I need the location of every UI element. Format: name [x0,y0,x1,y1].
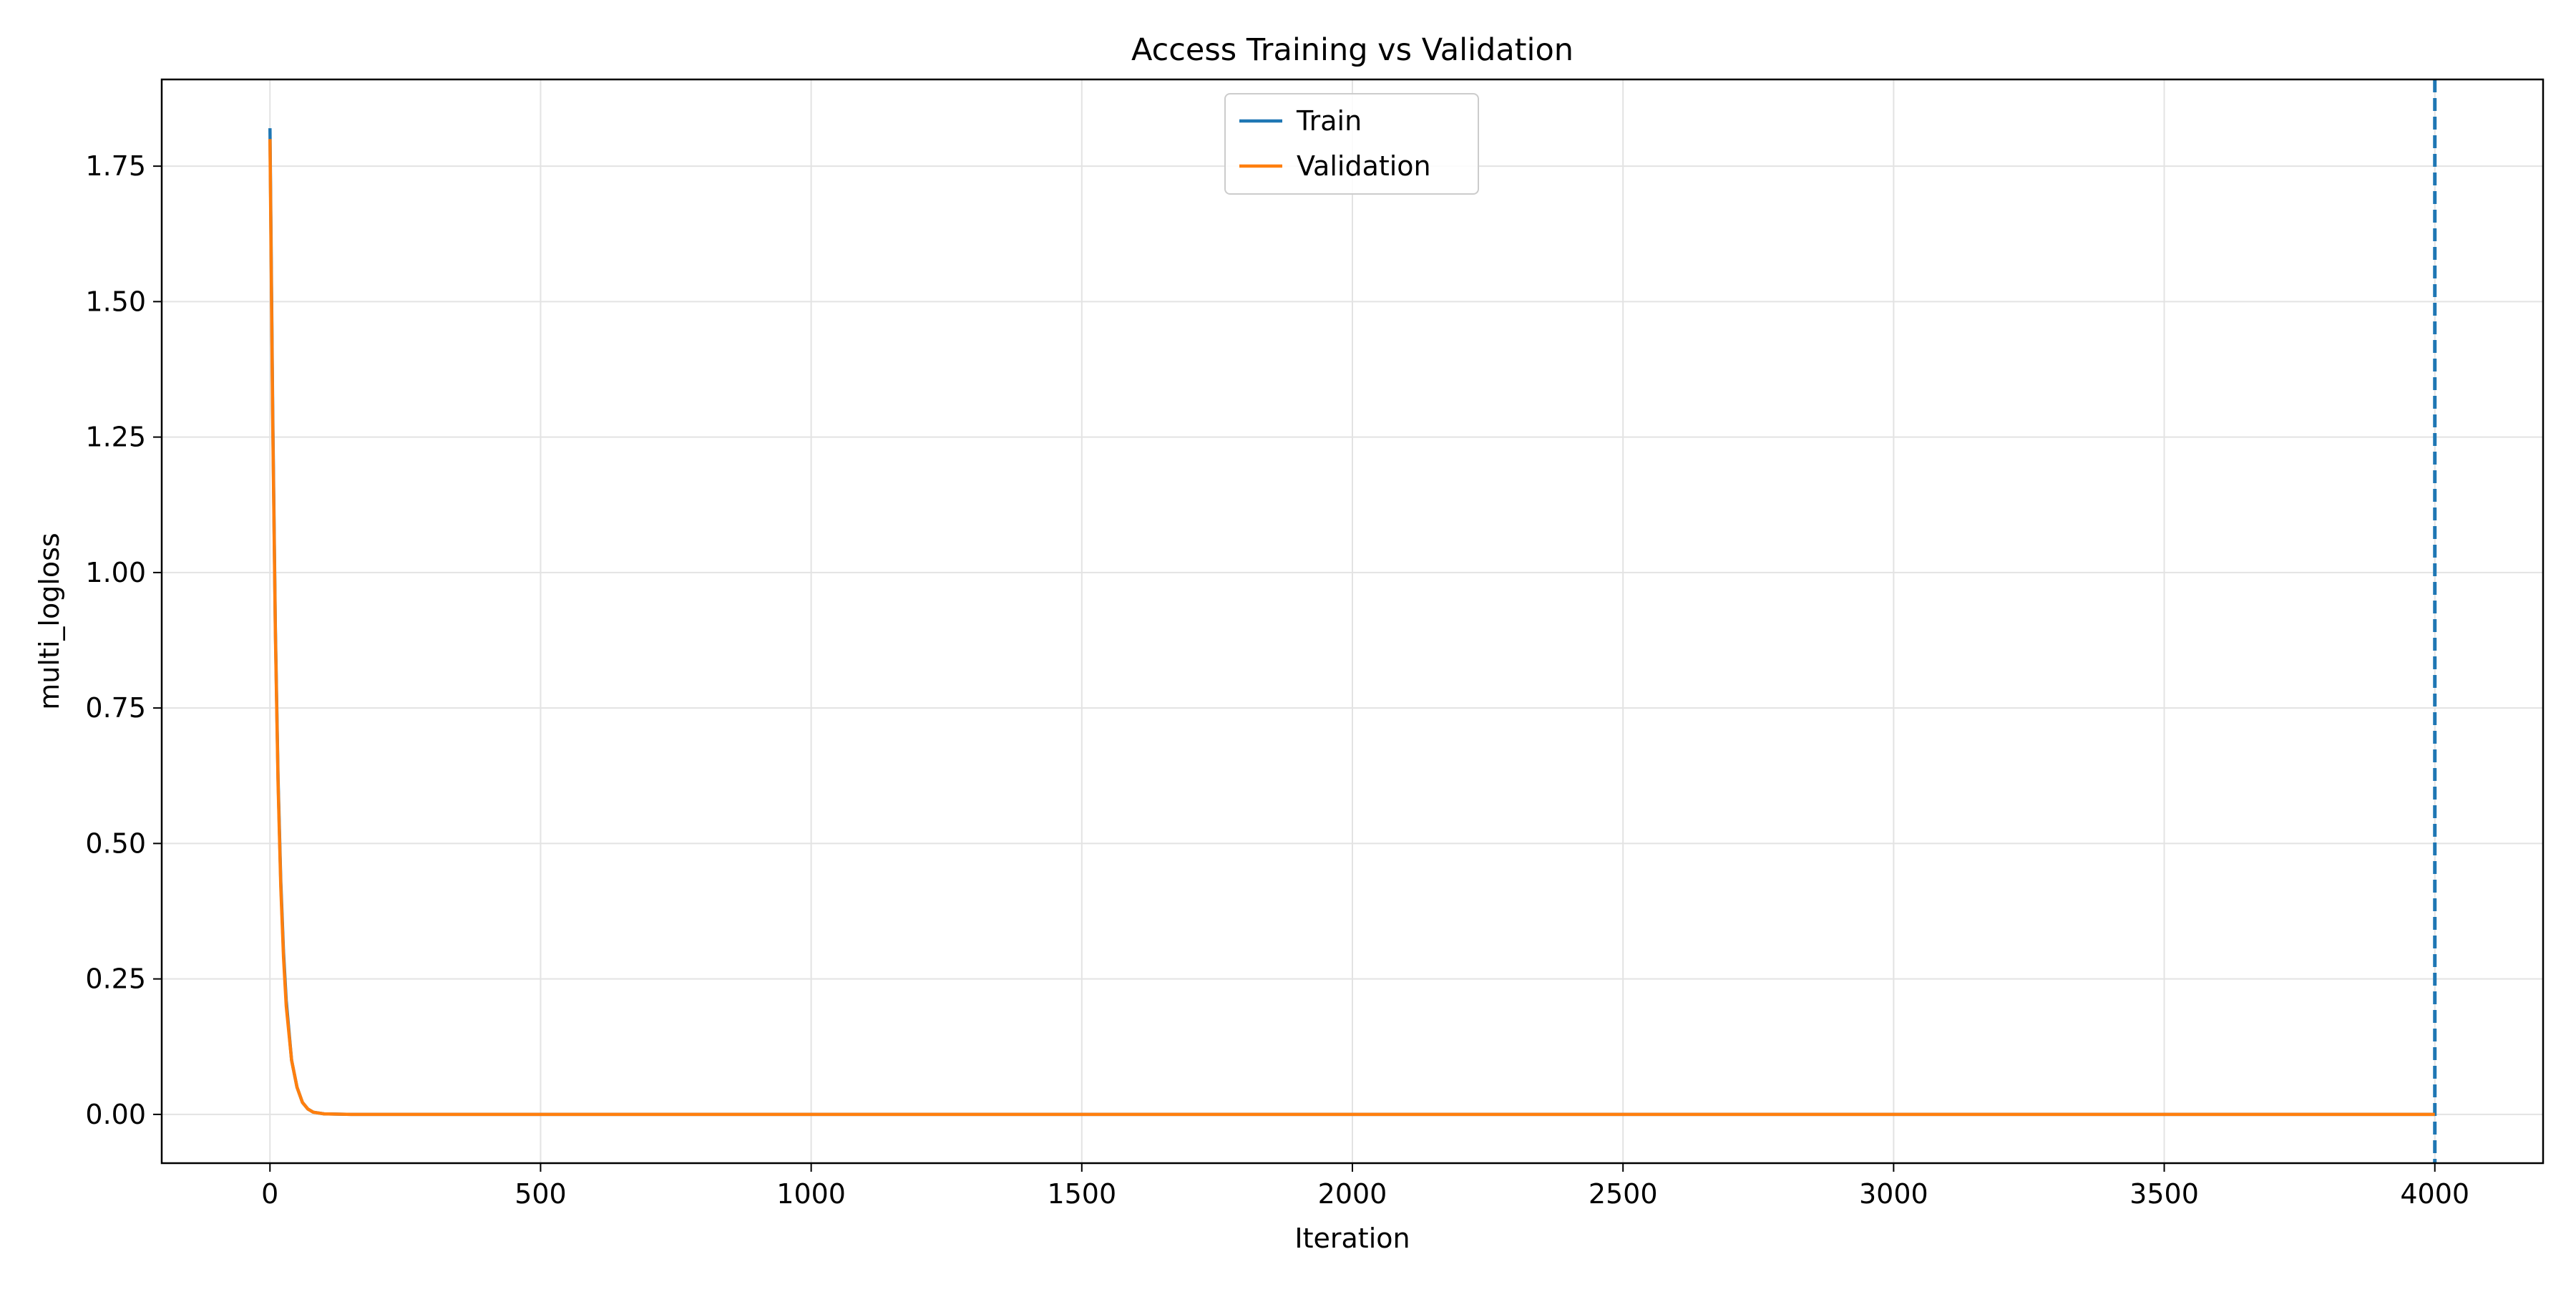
y-tick-label: 0.50 [85,827,146,859]
x-tick-label: 2000 [1318,1178,1387,1210]
y-tick-label: 1.50 [85,286,146,317]
legend-label-train: Train [1296,105,1362,137]
legend-items: Train Validation [1239,105,1431,182]
y-tick-label: 0.75 [85,692,146,724]
x-tick-label: 3500 [2129,1178,2199,1210]
x-tick-label: 4000 [2400,1178,2469,1210]
grid-layer [162,79,2543,1163]
series-layer [268,128,2435,1117]
y-axis-label: multi_logloss [34,533,65,709]
x-tick-label: 500 [514,1178,567,1210]
ticks-layer: 0 500 1000 1500 2000 2500 3000 3500 4000 0.00 0.25… [85,150,2469,1210]
legend: Train Validation [1224,93,1479,195]
x-tick-label: 2500 [1589,1178,1658,1210]
legend-box [1224,93,1479,195]
series-line-validation [268,139,2435,1117]
y-tick-label: 0.00 [85,1099,146,1130]
x-tick-label: 1000 [776,1178,846,1210]
x-axis-label: Iteration [1294,1223,1410,1254]
x-tick-label: 0 [261,1178,278,1210]
chart-title: Access Training vs Validation [1131,32,1574,68]
x-tick-label: 1500 [1047,1178,1116,1210]
x-tick-label: 3000 [1859,1178,1928,1210]
legend-label-validation: Validation [1297,150,1431,182]
y-tick-label: 1.75 [85,150,146,182]
y-tick-label: 1.25 [85,422,146,453]
y-tick-label: 0.25 [85,963,146,995]
y-tick-label: 1.00 [85,557,146,588]
